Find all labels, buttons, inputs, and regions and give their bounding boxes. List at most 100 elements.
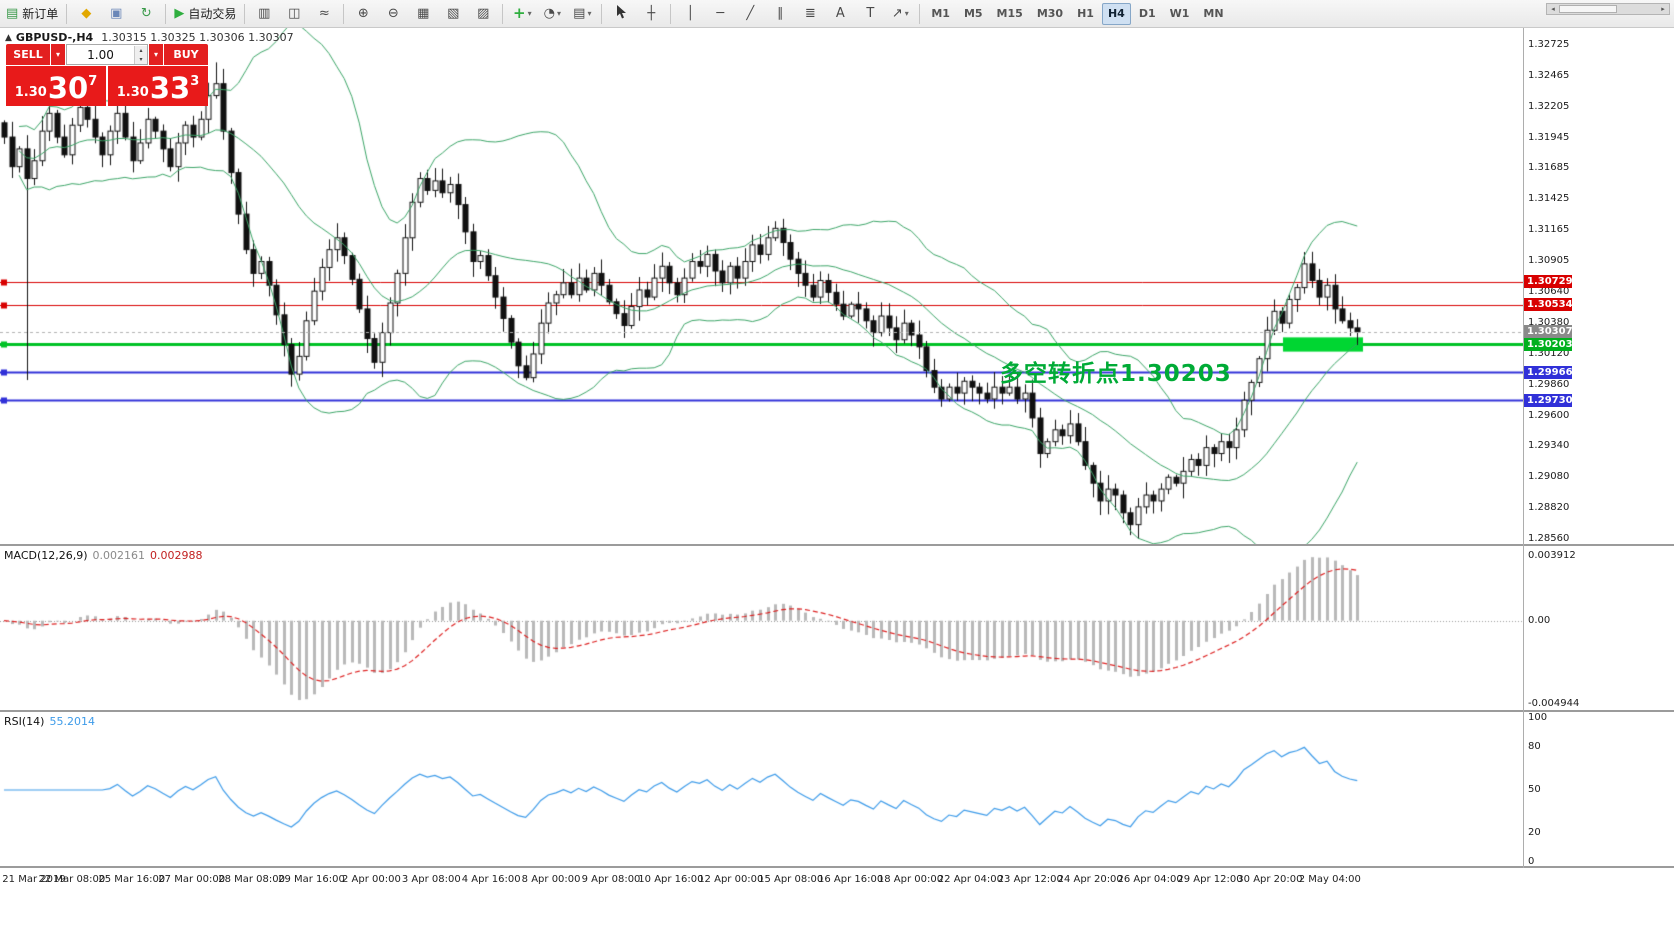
- ohlc-values: 1.30315 1.30325 1.30306 1.30307: [101, 31, 294, 44]
- timeframe-h4[interactable]: H4: [1101, 2, 1131, 25]
- timeframe-m30[interactable]: M30: [1036, 7, 1064, 20]
- price-chart-canvas[interactable]: [0, 28, 1523, 546]
- buy-price-button[interactable]: 1.30 33 3: [108, 66, 208, 106]
- bar-chart-button[interactable]: ▥: [250, 2, 278, 26]
- rsi-axis[interactable]: 100 80 50 20 0: [1524, 712, 1674, 868]
- price-axis-label: 1.29860: [1528, 378, 1570, 390]
- crosshair-tool-icon: ┼: [647, 6, 656, 21]
- toolbar-separator: [502, 3, 504, 24]
- one-click-trading-toggle-icon[interactable]: ▲: [5, 32, 12, 43]
- price-axis-label: 1.29340: [1528, 440, 1570, 452]
- vertical-line-icon: │: [686, 6, 695, 21]
- time-axis-label: 29 Apr 12:00: [1177, 874, 1243, 885]
- price-axis-label: 1.32205: [1528, 100, 1570, 112]
- sell-price-button[interactable]: 1.30 30 7: [6, 66, 106, 106]
- sell-order-type-button[interactable]: SELL: [6, 44, 50, 65]
- panel-divider[interactable]: [0, 866, 1674, 868]
- mql5-community-button[interactable]: ◆: [72, 2, 100, 26]
- fibonacci-button[interactable]: ≣: [796, 2, 824, 26]
- zoom-out-button[interactable]: ⊖: [379, 2, 407, 26]
- price-axis-label: 1.30380: [1528, 317, 1570, 329]
- tile-windows-button[interactable]: ▦: [409, 2, 437, 26]
- time-axis[interactable]: 21 Mar 2019 22 Mar 08:00 25 Mar 16:00 27 Ma…: [0, 868, 1674, 892]
- rsi-panel-canvas[interactable]: [0, 712, 1523, 868]
- macd-main-value: 0.002161: [92, 549, 146, 562]
- arrows-tool-button[interactable]: ↗ ▾: [886, 2, 914, 26]
- timeframe-mn[interactable]: MN: [1203, 7, 1224, 20]
- equidistant-channel-icon: ∥: [777, 6, 784, 21]
- lot-increase-icon[interactable]: ▴: [135, 45, 147, 55]
- terminal-icon: ▣: [110, 6, 123, 21]
- cascade-windows-button[interactable]: ▨: [469, 2, 497, 26]
- text-tool-button[interactable]: A: [826, 2, 854, 26]
- autotrading-button-label: 自动交易: [188, 7, 237, 21]
- timeframe-h1[interactable]: H1: [1077, 7, 1094, 20]
- buy-order-type-button[interactable]: BUY: [164, 44, 208, 65]
- crosshair-tool-button[interactable]: ┼: [637, 2, 665, 26]
- autotrading-button[interactable]: ▶ 自动交易: [171, 2, 239, 26]
- new-order-button[interactable]: ▤ 新订单: [3, 2, 61, 26]
- horizontal-line-button[interactable]: ─: [706, 2, 734, 26]
- price-axis[interactable]: 1.32725 1.32465 1.32205 1.31945 1.31685 1.314…: [1524, 28, 1674, 546]
- autotrading-icon: ▶: [174, 6, 185, 21]
- rsi-value: 55.2014: [49, 715, 95, 728]
- price-axis-label: 1.31425: [1528, 193, 1570, 205]
- macd-panel-canvas[interactable]: [0, 546, 1523, 712]
- one-click-trading-panel: SELL ▾ 1.00 ▴ ▾ ▾ BUY 1.30 30 7: [6, 44, 208, 106]
- toolbar-scrollbar[interactable]: ◂ ▸: [1546, 3, 1670, 15]
- lot-size-input[interactable]: 1.00 ▴ ▾: [66, 44, 148, 65]
- price-tag: 1.30203: [1524, 337, 1573, 351]
- vertical-line-button[interactable]: │: [676, 2, 704, 26]
- text-label-button[interactable]: T: [856, 2, 884, 26]
- indicators-button[interactable]: + ▾: [508, 2, 536, 26]
- refresh-icon: ↻: [140, 6, 152, 21]
- macd-title: MACD(12,26,9): [4, 549, 88, 562]
- buy-dropdown-icon[interactable]: ▾: [149, 44, 163, 65]
- auto-arrange-button[interactable]: ▧: [439, 2, 467, 26]
- rsi-label: RSI(14) 55.2014: [4, 715, 95, 728]
- periods-icon: ◔: [543, 6, 555, 21]
- price-axis-label: 1.29600: [1528, 409, 1570, 421]
- templates-button[interactable]: ▤ ▾: [568, 2, 596, 26]
- indicators-icon: +: [513, 4, 526, 22]
- macd-label: MACD(12,26,9) 0.002161 0.002988: [4, 549, 203, 562]
- scrollbar-thumb[interactable]: [1559, 5, 1617, 13]
- timeframe-m15[interactable]: M15: [996, 7, 1023, 20]
- lot-decrease-icon[interactable]: ▾: [135, 54, 147, 64]
- price-axis-label: 1.28820: [1528, 502, 1570, 514]
- price-axis-separator: [1523, 28, 1524, 892]
- time-axis-label: 27 Mar 00:00: [158, 874, 226, 885]
- equidistant-channel-button[interactable]: ∥: [766, 2, 794, 26]
- sell-dropdown-icon[interactable]: ▾: [51, 44, 65, 65]
- zoom-in-button[interactable]: ⊕: [349, 2, 377, 26]
- periods-button[interactable]: ◔ ▾: [538, 2, 566, 26]
- timeframe-w1[interactable]: W1: [1169, 7, 1190, 20]
- lot-size-value[interactable]: 1.00: [87, 47, 114, 62]
- chart-window: ▲ GBPUSD-,H4 1.30315 1.30325 1.30306 1.3…: [0, 28, 1674, 916]
- trendline-icon: ╱: [746, 6, 755, 21]
- candlestick-chart-button[interactable]: ◫: [280, 2, 308, 26]
- refresh-button[interactable]: ↻: [132, 2, 160, 26]
- panel-divider[interactable]: [0, 710, 1674, 712]
- scroll-left-icon[interactable]: ◂: [1551, 5, 1555, 13]
- macd-axis[interactable]: 0.003912 0.00 -0.004944: [1524, 546, 1674, 712]
- lot-stepper[interactable]: ▴ ▾: [134, 45, 147, 64]
- arrows-tool-icon: ↗: [891, 6, 903, 21]
- timeframe-m1[interactable]: M1: [931, 7, 950, 20]
- scroll-right-icon[interactable]: ▸: [1661, 5, 1665, 13]
- trendline-button[interactable]: ╱: [736, 2, 764, 26]
- symbol-label: GBPUSD-,H4: [15, 31, 94, 44]
- panel-divider[interactable]: [0, 544, 1674, 546]
- bar-chart-icon: ▥: [258, 6, 271, 21]
- terminal-button[interactable]: ▣: [102, 2, 130, 26]
- price-axis-label: 1.28560: [1528, 532, 1570, 544]
- annotation-text[interactable]: 多空转折点1.30203: [1000, 361, 1232, 387]
- line-chart-button[interactable]: ≈: [310, 2, 338, 26]
- buy-price-big: 33: [149, 71, 191, 105]
- cursor-tool-button[interactable]: [607, 2, 635, 26]
- timeframe-d1[interactable]: D1: [1138, 7, 1156, 20]
- toolbar-separator: [66, 3, 68, 24]
- timeframe-m5[interactable]: M5: [963, 7, 983, 20]
- templates-icon: ▤: [573, 6, 586, 21]
